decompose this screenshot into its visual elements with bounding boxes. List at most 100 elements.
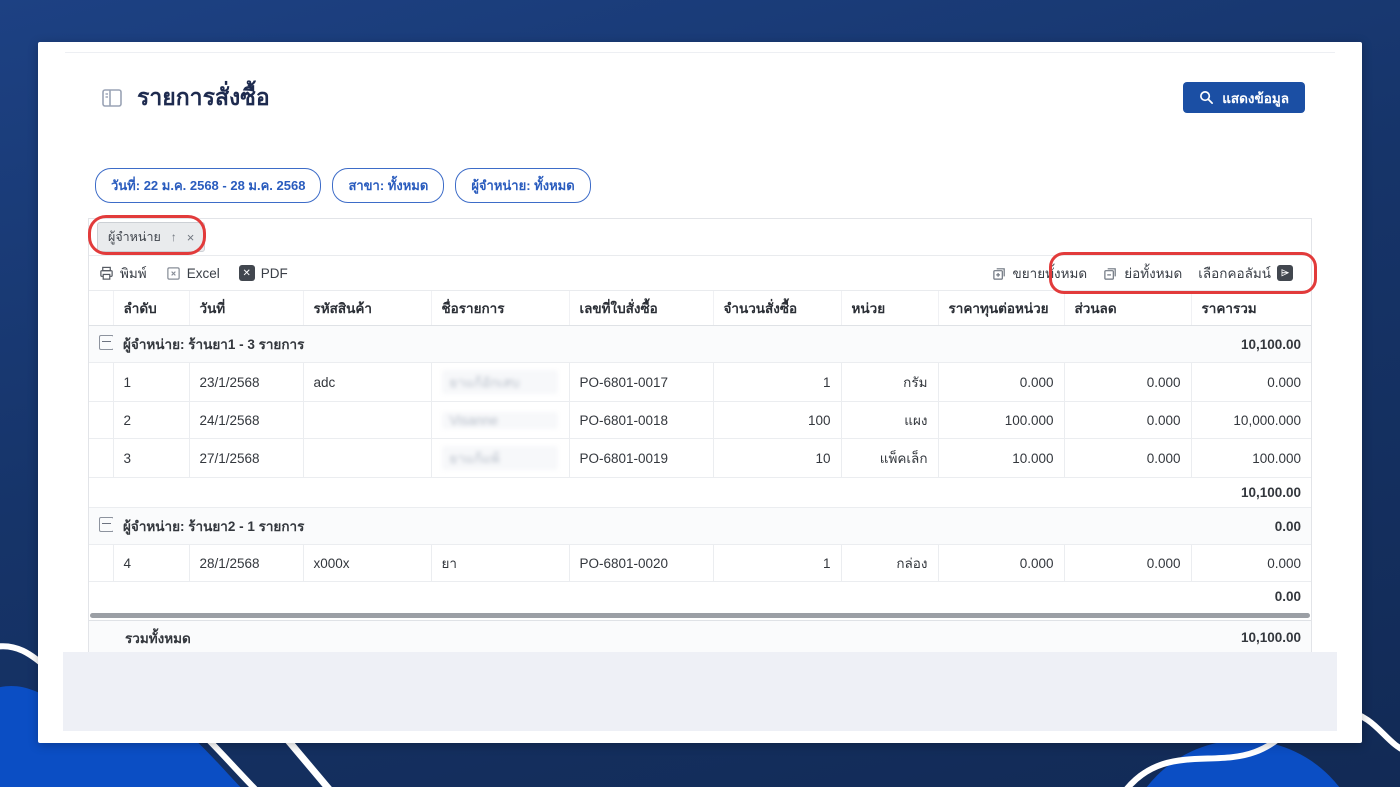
footer-placeholder	[63, 652, 1337, 731]
pdf-icon: ✕	[238, 265, 255, 281]
expand-all-label: ขยายทั้งหมด	[1012, 266, 1088, 281]
cell-name-blurred: ยาแก้อักเสบ	[441, 370, 558, 394]
cell-qty: 1	[713, 362, 842, 402]
group-chip-label: ผู้จำหน่าย	[108, 230, 161, 244]
cell-code: adc	[303, 362, 432, 402]
table-row[interactable]: 3 27/1/2568 ยาแก้แพ้ PO-6801-0019 10 แพ็…	[89, 438, 1311, 478]
search-icon	[1200, 91, 1214, 104]
subtotal-value: 0.00	[1191, 581, 1311, 611]
expander-header-cell	[89, 291, 114, 326]
purchase-orders-table: ลำดับ วันที่ รหัสสินค้า ชื่อรายการ เลขที…	[89, 291, 1311, 611]
cell-unit: แพ็คเล็ก	[841, 438, 939, 478]
cell-cost: 10.000	[938, 438, 1065, 478]
cell-po: PO-6801-0020	[569, 544, 714, 582]
col-header-date[interactable]: วันที่	[189, 291, 304, 326]
column-chooser-button[interactable]: เลือกคอลัมน์ ⌲	[1198, 262, 1293, 284]
filter-chip-bar: วันที่: 22 ม.ค. 2568 - 28 ม.ค. 2568 สาขา…	[95, 168, 591, 203]
cell-no: 4	[113, 544, 190, 582]
collapse-all-button[interactable]: ย่อทั้งหมด	[1103, 262, 1182, 284]
col-header-discount[interactable]: ส่วนลด	[1064, 291, 1192, 326]
cell-date: 28/1/2568	[189, 544, 304, 582]
group-row-label: ผู้จำหน่าย: ร้านยา2 - 1 รายการ	[113, 507, 1191, 545]
column-chooser-label: เลือกคอลัมน์	[1198, 266, 1271, 281]
col-header-po[interactable]: เลขที่ใบสั่งซื้อ	[569, 291, 714, 326]
col-header-no[interactable]: ลำดับ	[113, 291, 190, 326]
col-header-name[interactable]: ชื่อรายการ	[431, 291, 570, 326]
cell-no: 3	[113, 438, 190, 478]
cell-discount: 0.000	[1064, 438, 1192, 478]
grid-toolbar: พิมพ์ Excel ✕ PDF	[89, 252, 1317, 294]
col-header-unit[interactable]: หน่วย	[841, 291, 939, 326]
table-header-row: ลำดับ วันที่ รหัสสินค้า ชื่อรายการ เลขที…	[89, 291, 1311, 326]
excel-button[interactable]: Excel	[166, 266, 220, 281]
subtotal-row: 0.00	[89, 581, 1311, 611]
cell-qty: 1	[713, 544, 842, 582]
cell-total: 0.000	[1191, 362, 1311, 402]
expand-all-button[interactable]: ขยายทั้งหมด	[992, 262, 1088, 284]
cell-name-blurred: ยาแก้แพ้	[441, 446, 558, 470]
col-header-total[interactable]: ราคารวม	[1191, 291, 1311, 326]
scrollbar-thumb[interactable]	[90, 613, 1310, 618]
data-grid: ผู้จำหน่าย ↑ × พิมพ์	[88, 215, 1317, 699]
table-row[interactable]: 4 28/1/2568 x000x ยา PO-6801-0020 1 กล่อ…	[89, 544, 1311, 582]
group-chip-supplier[interactable]: ผู้จำหน่าย ↑ ×	[97, 222, 206, 252]
card-top-divider	[65, 52, 1335, 53]
collapse-all-icon	[1104, 267, 1116, 280]
cell-discount: 0.000	[1064, 362, 1192, 402]
collapse-all-label: ย่อทั้งหมด	[1124, 266, 1183, 281]
grand-total-row: รวมทั้งหมด 10,100.00	[89, 620, 1311, 655]
remove-group-icon[interactable]: ×	[186, 229, 195, 245]
cell-date: 23/1/2568	[189, 362, 304, 402]
cell-qty: 10	[713, 438, 842, 478]
cell-discount: 0.000	[1064, 544, 1192, 582]
page-title: รายการสั่งซื้อ	[100, 80, 270, 116]
print-label: พิมพ์	[120, 266, 147, 281]
show-data-button[interactable]: แสดงข้อมูล	[1183, 82, 1305, 113]
pdf-label: PDF	[260, 265, 288, 281]
excel-icon	[166, 266, 180, 280]
cell-total: 10,000.000	[1191, 401, 1311, 439]
cell-discount: 0.000	[1064, 401, 1192, 439]
cell-cost: 0.000	[938, 544, 1065, 582]
group-row-label: ผู้จำหน่าย: ร้านยา1 - 3 รายการ	[113, 325, 1191, 363]
sort-ascending-icon[interactable]: ↑	[170, 230, 177, 244]
column-chooser-icon: ⌲	[1277, 265, 1293, 281]
cell-name: ยา	[431, 544, 570, 582]
table-row[interactable]: 2 24/1/2568 Visanne PO-6801-0018 100 แผง…	[89, 401, 1311, 439]
cell-po: PO-6801-0017	[569, 362, 714, 402]
subtotal-value: 10,100.00	[1191, 477, 1311, 508]
main-card: รายการสั่งซื้อ แสดงข้อมูล วันที่: 22 ม.ค…	[38, 42, 1362, 743]
expand-all-icon	[992, 267, 1005, 280]
collapse-group-icon[interactable]	[99, 335, 113, 350]
group-panel: ผู้จำหน่าย ↑ ×	[88, 215, 1311, 256]
page-title-text: รายการสั่งซื้อ	[137, 84, 270, 110]
panel-icon	[102, 89, 122, 107]
cell-date: 27/1/2568	[189, 438, 304, 478]
cell-po: PO-6801-0019	[569, 438, 714, 478]
col-header-cost[interactable]: ราคาทุนต่อหน่วย	[938, 291, 1065, 326]
cell-unit: กรัม	[841, 362, 939, 402]
cell-no: 1	[113, 362, 190, 402]
cell-cost: 100.000	[938, 401, 1065, 439]
pdf-button[interactable]: ✕ PDF	[238, 265, 288, 281]
group-row-supplier2[interactable]: ผู้จำหน่าย: ร้านยา2 - 1 รายการ 0.00	[89, 507, 1311, 545]
group-row-supplier1[interactable]: ผู้จำหน่าย: ร้านยา1 - 3 รายการ 10,100.00	[89, 325, 1311, 363]
table-row[interactable]: 1 23/1/2568 adc ยาแก้อักเสบ PO-6801-0017…	[89, 362, 1311, 402]
cell-unit: แผง	[841, 401, 939, 439]
filter-chip-branch[interactable]: สาขา: ทั้งหมด	[332, 168, 445, 203]
grand-total-label: รวมทั้งหมด	[125, 630, 191, 646]
group-row-total: 0.00	[1191, 507, 1311, 545]
col-header-code[interactable]: รหัสสินค้า	[303, 291, 432, 326]
filter-chip-supplier[interactable]: ผู้จำหน่าย: ทั้งหมด	[455, 168, 591, 203]
filter-chip-date[interactable]: วันที่: 22 ม.ค. 2568 - 28 ม.ค. 2568	[95, 168, 322, 203]
print-button[interactable]: พิมพ์	[99, 262, 147, 284]
horizontal-scrollbar	[89, 611, 1311, 620]
cell-code	[303, 438, 432, 478]
cell-code: x000x	[303, 544, 432, 582]
col-header-qty[interactable]: จำนวนสั่งซื้อ	[713, 291, 842, 326]
collapse-group-icon[interactable]	[99, 517, 113, 532]
cell-date: 24/1/2568	[189, 401, 304, 439]
cell-cost: 0.000	[938, 362, 1065, 402]
cell-no: 2	[113, 401, 190, 439]
cell-name-blurred: Visanne	[441, 411, 558, 429]
